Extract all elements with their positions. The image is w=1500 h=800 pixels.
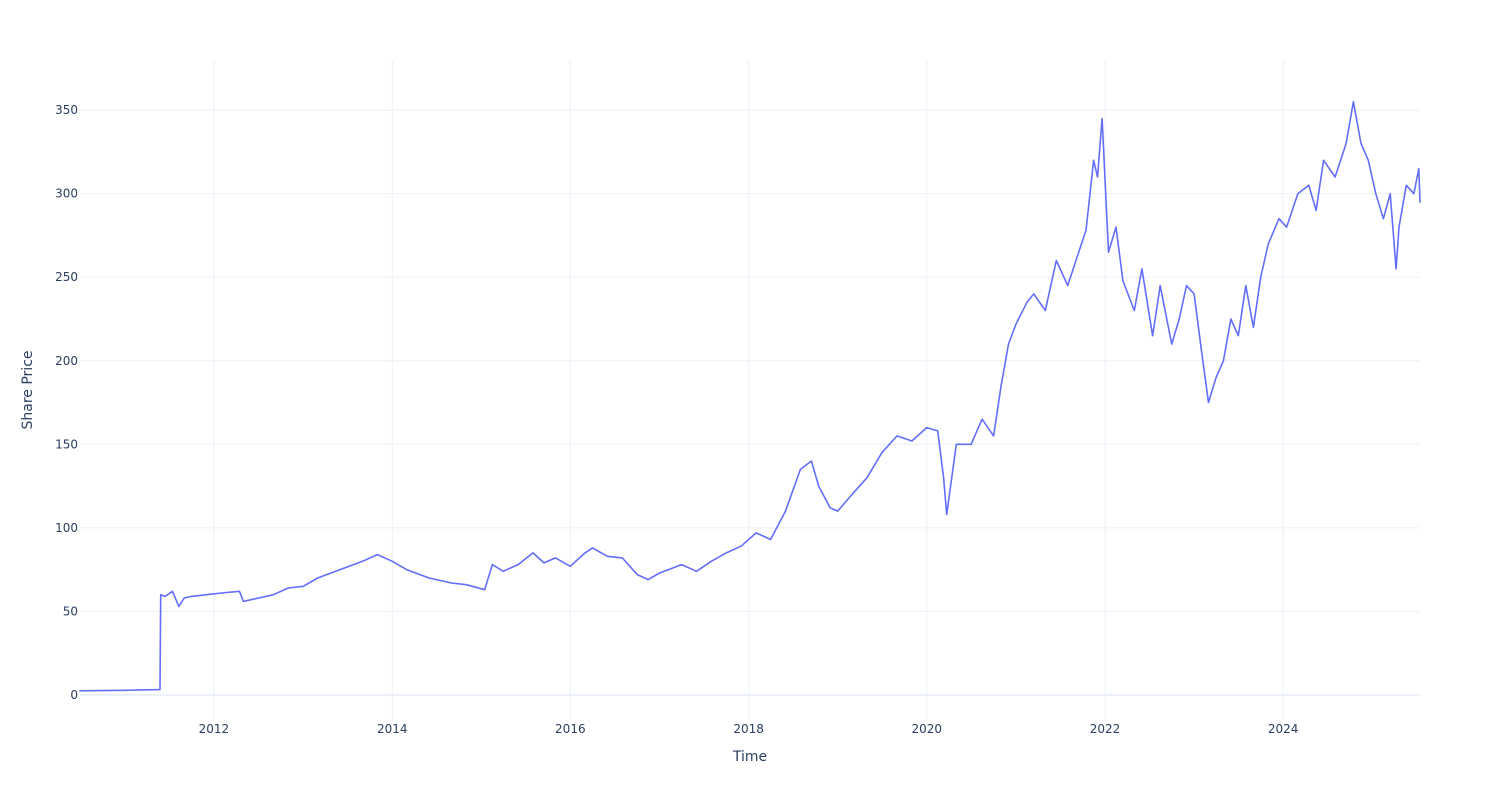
y-tick-label: 100: [55, 521, 78, 535]
x-axis-ticks: 2012 2014 2016 2018 2020 2022 2024: [199, 722, 1299, 736]
x-axis-title: Time: [732, 749, 767, 765]
series-layer: [79, 101, 1421, 692]
y-tick-label: 350: [55, 103, 78, 117]
y-tick-label: 300: [55, 187, 78, 201]
y-tick-label: 150: [55, 437, 78, 451]
x-tick-label: 2020: [911, 722, 942, 736]
x-tick-label: 2012: [199, 722, 230, 736]
x-tick-label: 2016: [555, 722, 586, 736]
series-line: [79, 101, 1421, 692]
gridlines: [80, 60, 1420, 720]
y-axis-title: Share Price: [20, 350, 36, 429]
y-tick-label: 50: [63, 604, 78, 618]
x-tick-label: 2022: [1090, 722, 1121, 736]
y-axis-ticks: 0 50 100 150 200 250 300 350: [55, 103, 78, 702]
y-tick-label: 0: [70, 688, 78, 702]
x-tick-label: 2014: [377, 722, 408, 736]
x-tick-label: 2018: [733, 722, 764, 736]
x-tick-label: 2024: [1268, 722, 1299, 736]
y-tick-label: 250: [55, 270, 78, 284]
y-tick-label: 200: [55, 354, 78, 368]
